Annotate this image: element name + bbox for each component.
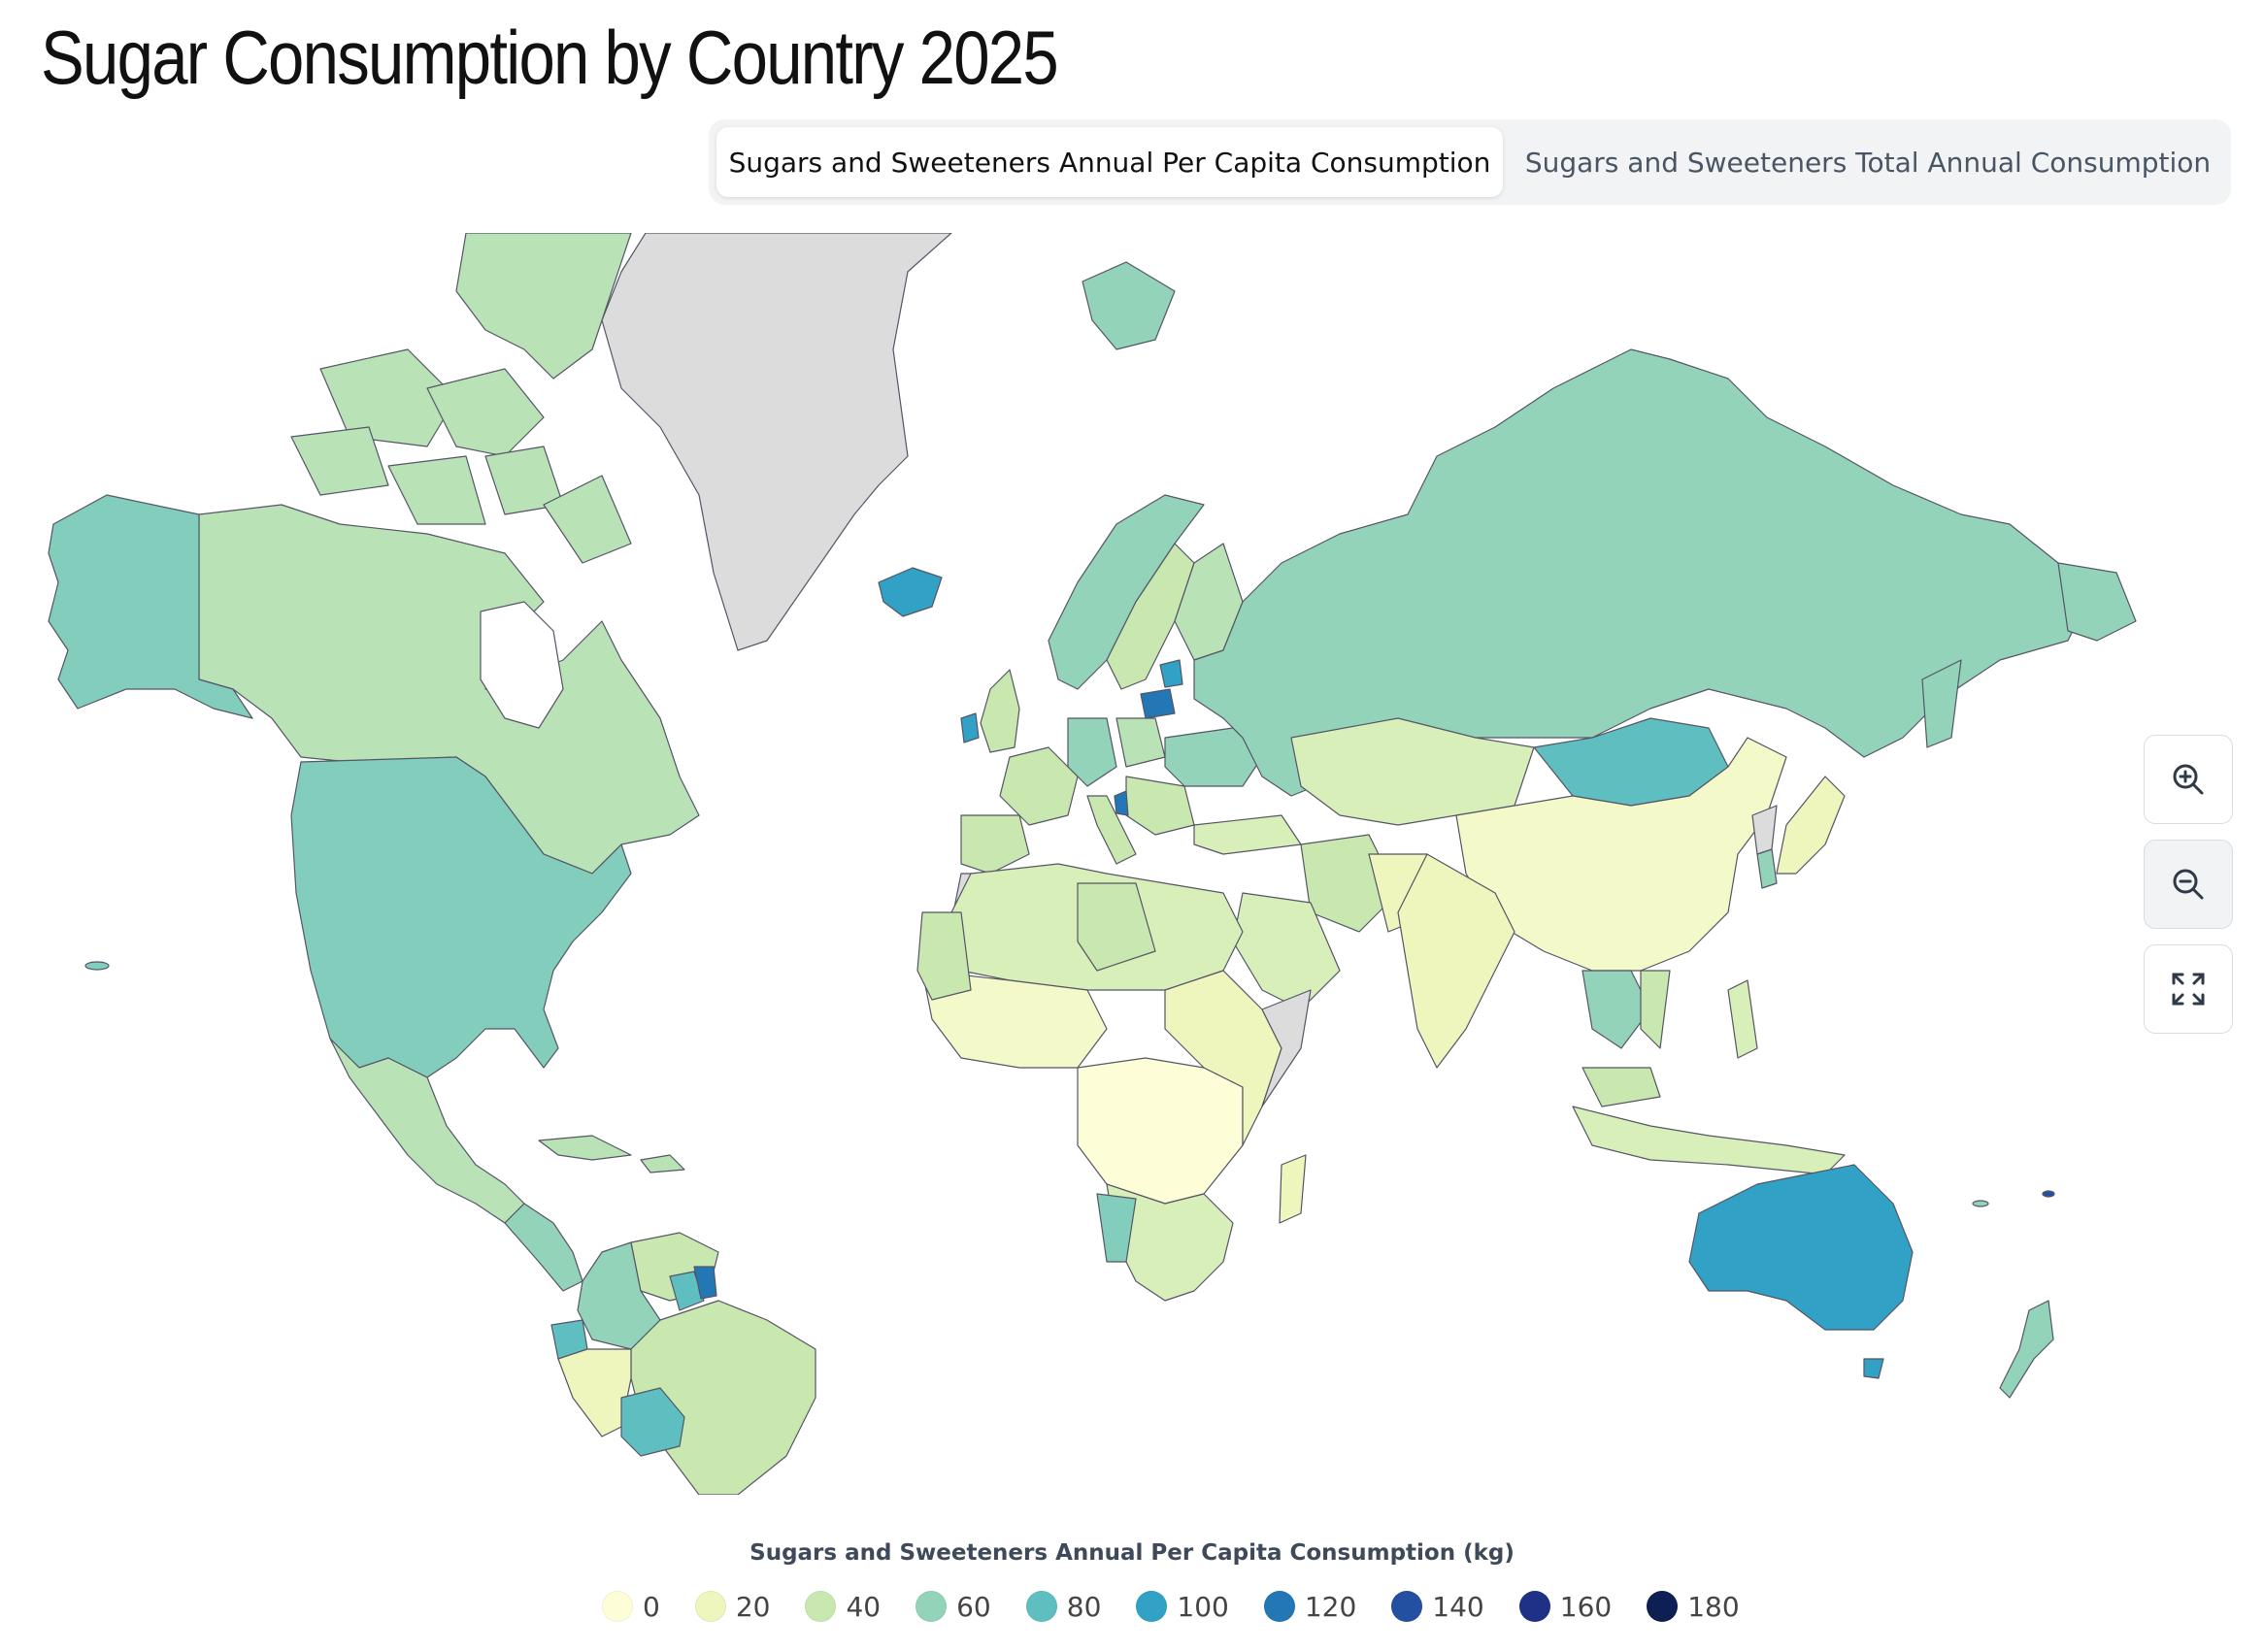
legend-item[interactable]: 120 bbox=[1263, 1590, 1357, 1623]
country-mauritania bbox=[916, 911, 972, 1001]
legend-item[interactable]: 180 bbox=[1647, 1590, 1740, 1623]
legend-swatch bbox=[916, 1591, 948, 1622]
country-india bbox=[1397, 853, 1515, 1069]
country-canada bbox=[198, 504, 700, 875]
country-poland bbox=[1115, 717, 1166, 768]
zoom-in-icon bbox=[2173, 764, 2204, 795]
country-ireland bbox=[960, 712, 980, 743]
country-malaysia bbox=[1581, 1067, 1661, 1107]
country-peru bbox=[557, 1348, 632, 1437]
legend-label: 120 bbox=[1304, 1590, 1357, 1623]
metric-tabs: Sugars and Sweeteners Annual Per Capita … bbox=[709, 119, 2231, 205]
country-france bbox=[999, 746, 1079, 826]
country-alaska bbox=[48, 494, 253, 719]
country-guyana bbox=[669, 1271, 705, 1311]
country-thailand bbox=[1581, 970, 1651, 1049]
page-title: Sugar Consumption by Country 2025 bbox=[41, 15, 1059, 100]
legend-item[interactable]: 80 bbox=[1025, 1590, 1102, 1623]
country-latvia bbox=[1159, 659, 1183, 688]
country-cuba bbox=[538, 1135, 632, 1161]
legend-swatch bbox=[805, 1591, 837, 1622]
legend-title: Sugars and Sweeteners Annual Per Capita … bbox=[749, 1540, 1515, 1566]
legend-label: 80 bbox=[1066, 1590, 1102, 1623]
country-indonesia bbox=[1572, 1106, 1846, 1175]
country-spain bbox=[960, 814, 1030, 875]
country-japan bbox=[1776, 776, 1846, 875]
country-italy bbox=[1086, 795, 1137, 865]
legend-label: 140 bbox=[1432, 1590, 1484, 1623]
zoom-out-button[interactable] bbox=[2144, 840, 2233, 929]
country-namibia bbox=[1096, 1193, 1137, 1263]
country-vietnam bbox=[1640, 970, 1671, 1049]
country-united-states bbox=[290, 756, 632, 1078]
legend-swatch bbox=[602, 1591, 633, 1622]
country-germany bbox=[1067, 717, 1117, 787]
legend-label: 20 bbox=[735, 1590, 771, 1623]
country-central-africa bbox=[1077, 1057, 1244, 1205]
legend-swatch bbox=[1263, 1591, 1295, 1622]
fullscreen-button[interactable] bbox=[2144, 944, 2233, 1034]
country-greenland bbox=[601, 233, 952, 651]
country-south-korea bbox=[1756, 848, 1778, 889]
legend-item[interactable]: 160 bbox=[1518, 1590, 1613, 1623]
country-china bbox=[1455, 737, 1787, 972]
country-united-kingdom bbox=[980, 669, 1020, 753]
legend-item[interactable]: 60 bbox=[916, 1591, 991, 1623]
country-suriname bbox=[693, 1266, 717, 1300]
country-turkey bbox=[1193, 814, 1302, 855]
country-north-korea bbox=[1751, 805, 1778, 855]
legend-label: 180 bbox=[1687, 1590, 1740, 1623]
legend-label: 100 bbox=[1177, 1590, 1229, 1623]
legend-swatch bbox=[1647, 1591, 1679, 1622]
legend-swatch bbox=[1391, 1591, 1423, 1622]
legend-swatch bbox=[1025, 1591, 1057, 1622]
color-legend: 0 20 40 60 80 100 120 140 160 180 bbox=[602, 1585, 1775, 1628]
country-tasmania bbox=[1863, 1358, 1884, 1379]
legend-item[interactable]: 40 bbox=[805, 1591, 881, 1623]
tab-total-consumption[interactable]: Sugars and Sweeteners Total Annual Consu… bbox=[1524, 146, 2212, 179]
legend-item[interactable]: 0 bbox=[602, 1591, 660, 1623]
legend-swatch bbox=[1136, 1591, 1168, 1622]
country-philippines bbox=[1727, 979, 1758, 1059]
world-choropleth-map[interactable] bbox=[0, 233, 2264, 1495]
tab-per-capita-consumption[interactable]: Sugars and Sweeteners Annual Per Capita … bbox=[716, 127, 1503, 197]
country-iceland bbox=[878, 567, 943, 617]
country-east-africa bbox=[1164, 970, 1282, 1146]
legend-label: 0 bbox=[643, 1590, 660, 1623]
country-australia bbox=[1688, 1164, 1914, 1331]
zoom-out-icon bbox=[2173, 869, 2204, 900]
fullscreen-icon bbox=[2172, 973, 2205, 1006]
zoom-in-button[interactable] bbox=[2144, 735, 2233, 824]
country-canada-islands bbox=[455, 233, 632, 380]
legend-item[interactable]: 100 bbox=[1136, 1590, 1229, 1623]
legend-label: 40 bbox=[846, 1590, 882, 1623]
legend-swatch bbox=[694, 1591, 726, 1622]
country-madagascar bbox=[1279, 1154, 1307, 1224]
country-central-america bbox=[504, 1203, 583, 1292]
country-lithuania bbox=[1140, 688, 1176, 719]
country-new-zealand bbox=[1999, 1300, 2054, 1399]
legend-swatch bbox=[1518, 1591, 1550, 1622]
country-libya bbox=[1077, 882, 1156, 972]
country-bolivia bbox=[620, 1387, 685, 1457]
legend-item[interactable]: 20 bbox=[694, 1590, 771, 1623]
legend-label: 60 bbox=[956, 1590, 991, 1623]
legend-item[interactable]: 140 bbox=[1391, 1590, 1484, 1623]
country-somalia bbox=[1261, 989, 1312, 1107]
legend-label: 160 bbox=[1559, 1590, 1613, 1623]
